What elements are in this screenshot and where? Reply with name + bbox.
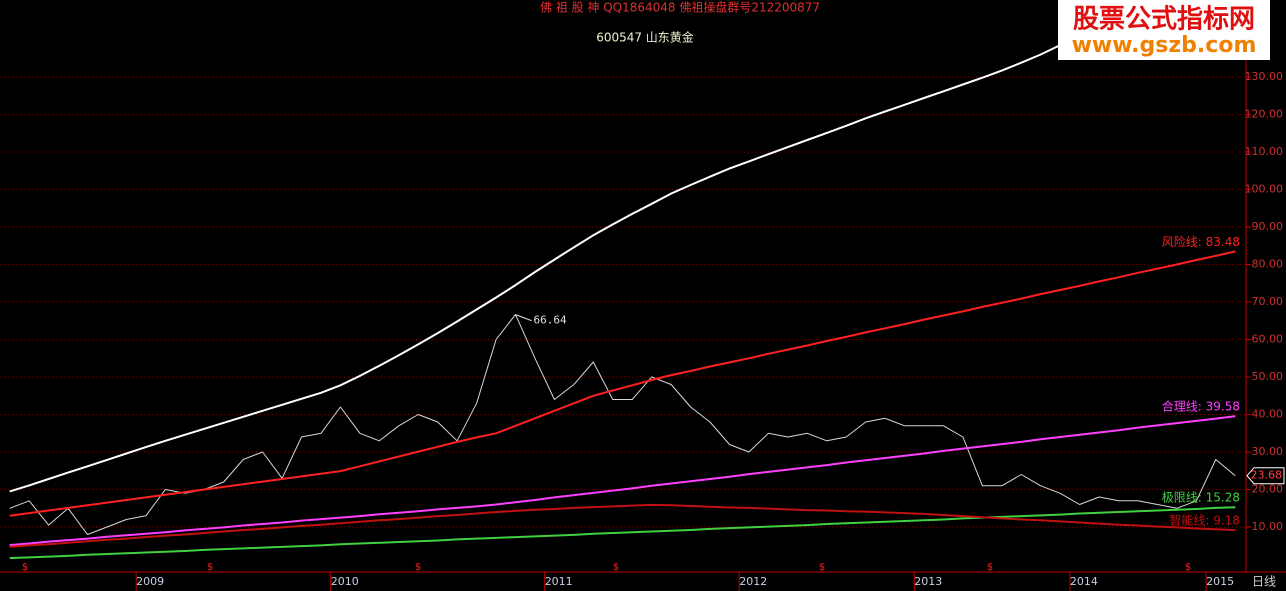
period-label: 日线 <box>1252 575 1276 589</box>
y-tick-label: 20.00 <box>1252 483 1284 496</box>
line-label: 风险线: 83.48 <box>1162 234 1240 249</box>
event-marker: $ <box>987 562 993 573</box>
x-tick-label: 2012 <box>739 575 767 588</box>
watermark-title: 股票公式指标网 <box>1073 5 1255 35</box>
y-tick-label: 120.00 <box>1245 108 1284 121</box>
y-tick-label: 30.00 <box>1252 445 1284 458</box>
line-label: 智能线: 9.18 <box>1169 513 1240 528</box>
event-marker: $ <box>415 562 421 573</box>
x-tick-label: 2015 <box>1206 575 1234 588</box>
y-tick-label: 10.00 <box>1252 520 1284 533</box>
y-tick-label: 60.00 <box>1252 333 1284 346</box>
price-line <box>9 314 1236 535</box>
watermark-box <box>1058 0 1270 60</box>
line-label: 合理线: 39.58 <box>1162 399 1240 414</box>
chart-title: 佛 祖 股 神 QQ1864048 佛祖操盘群号212200877 <box>540 0 820 15</box>
event-marker: $ <box>819 562 825 573</box>
labels: 10.00 20.00 30.00 40.00 50.00 60.00 70.00 80.00… <box>22 70 1285 588</box>
event-marker: $ <box>1185 562 1191 573</box>
x-tick-label: 2014 <box>1070 575 1098 588</box>
y-tick-label: 50.00 <box>1252 370 1284 383</box>
x-tick-label: 2011 <box>545 575 573 588</box>
indicator-line <box>9 506 1236 560</box>
plot <box>9 44 1236 560</box>
y-tick-label: 90.00 <box>1252 220 1284 233</box>
indicator-line <box>9 250 1236 517</box>
line-label: 极限线: 15.28 <box>1162 491 1240 505</box>
event-marker: $ <box>207 562 213 573</box>
indicator-line <box>9 44 1061 493</box>
y-tick-label: 70.00 <box>1252 295 1284 308</box>
grid <box>0 76 1251 591</box>
x-tick-label: 2010 <box>331 575 359 588</box>
y-tick-label: 110.00 <box>1245 145 1284 158</box>
event-marker: $ <box>613 562 619 573</box>
chart-subtitle: 600547 山东黄金 <box>596 30 694 45</box>
watermark-url: www.gszb.com <box>1072 33 1257 58</box>
indicator-line <box>9 503 1236 548</box>
x-tick-label: 2009 <box>136 575 164 588</box>
last-price-box <box>1246 467 1285 485</box>
y-tick-label: 100.00 <box>1245 183 1284 196</box>
y-tick-label: 130.00 <box>1245 70 1284 83</box>
last-price-label: 23.68 <box>1251 469 1283 482</box>
event-marker: $ <box>22 562 28 573</box>
y-tick-label: 40.00 <box>1252 408 1284 421</box>
y-tick-label: 80.00 <box>1252 258 1284 271</box>
peak-label: 66.64 <box>534 314 567 327</box>
indicator-line <box>9 415 1236 546</box>
peak-pointer <box>515 314 532 322</box>
x-tick-label: 2013 <box>914 575 942 588</box>
